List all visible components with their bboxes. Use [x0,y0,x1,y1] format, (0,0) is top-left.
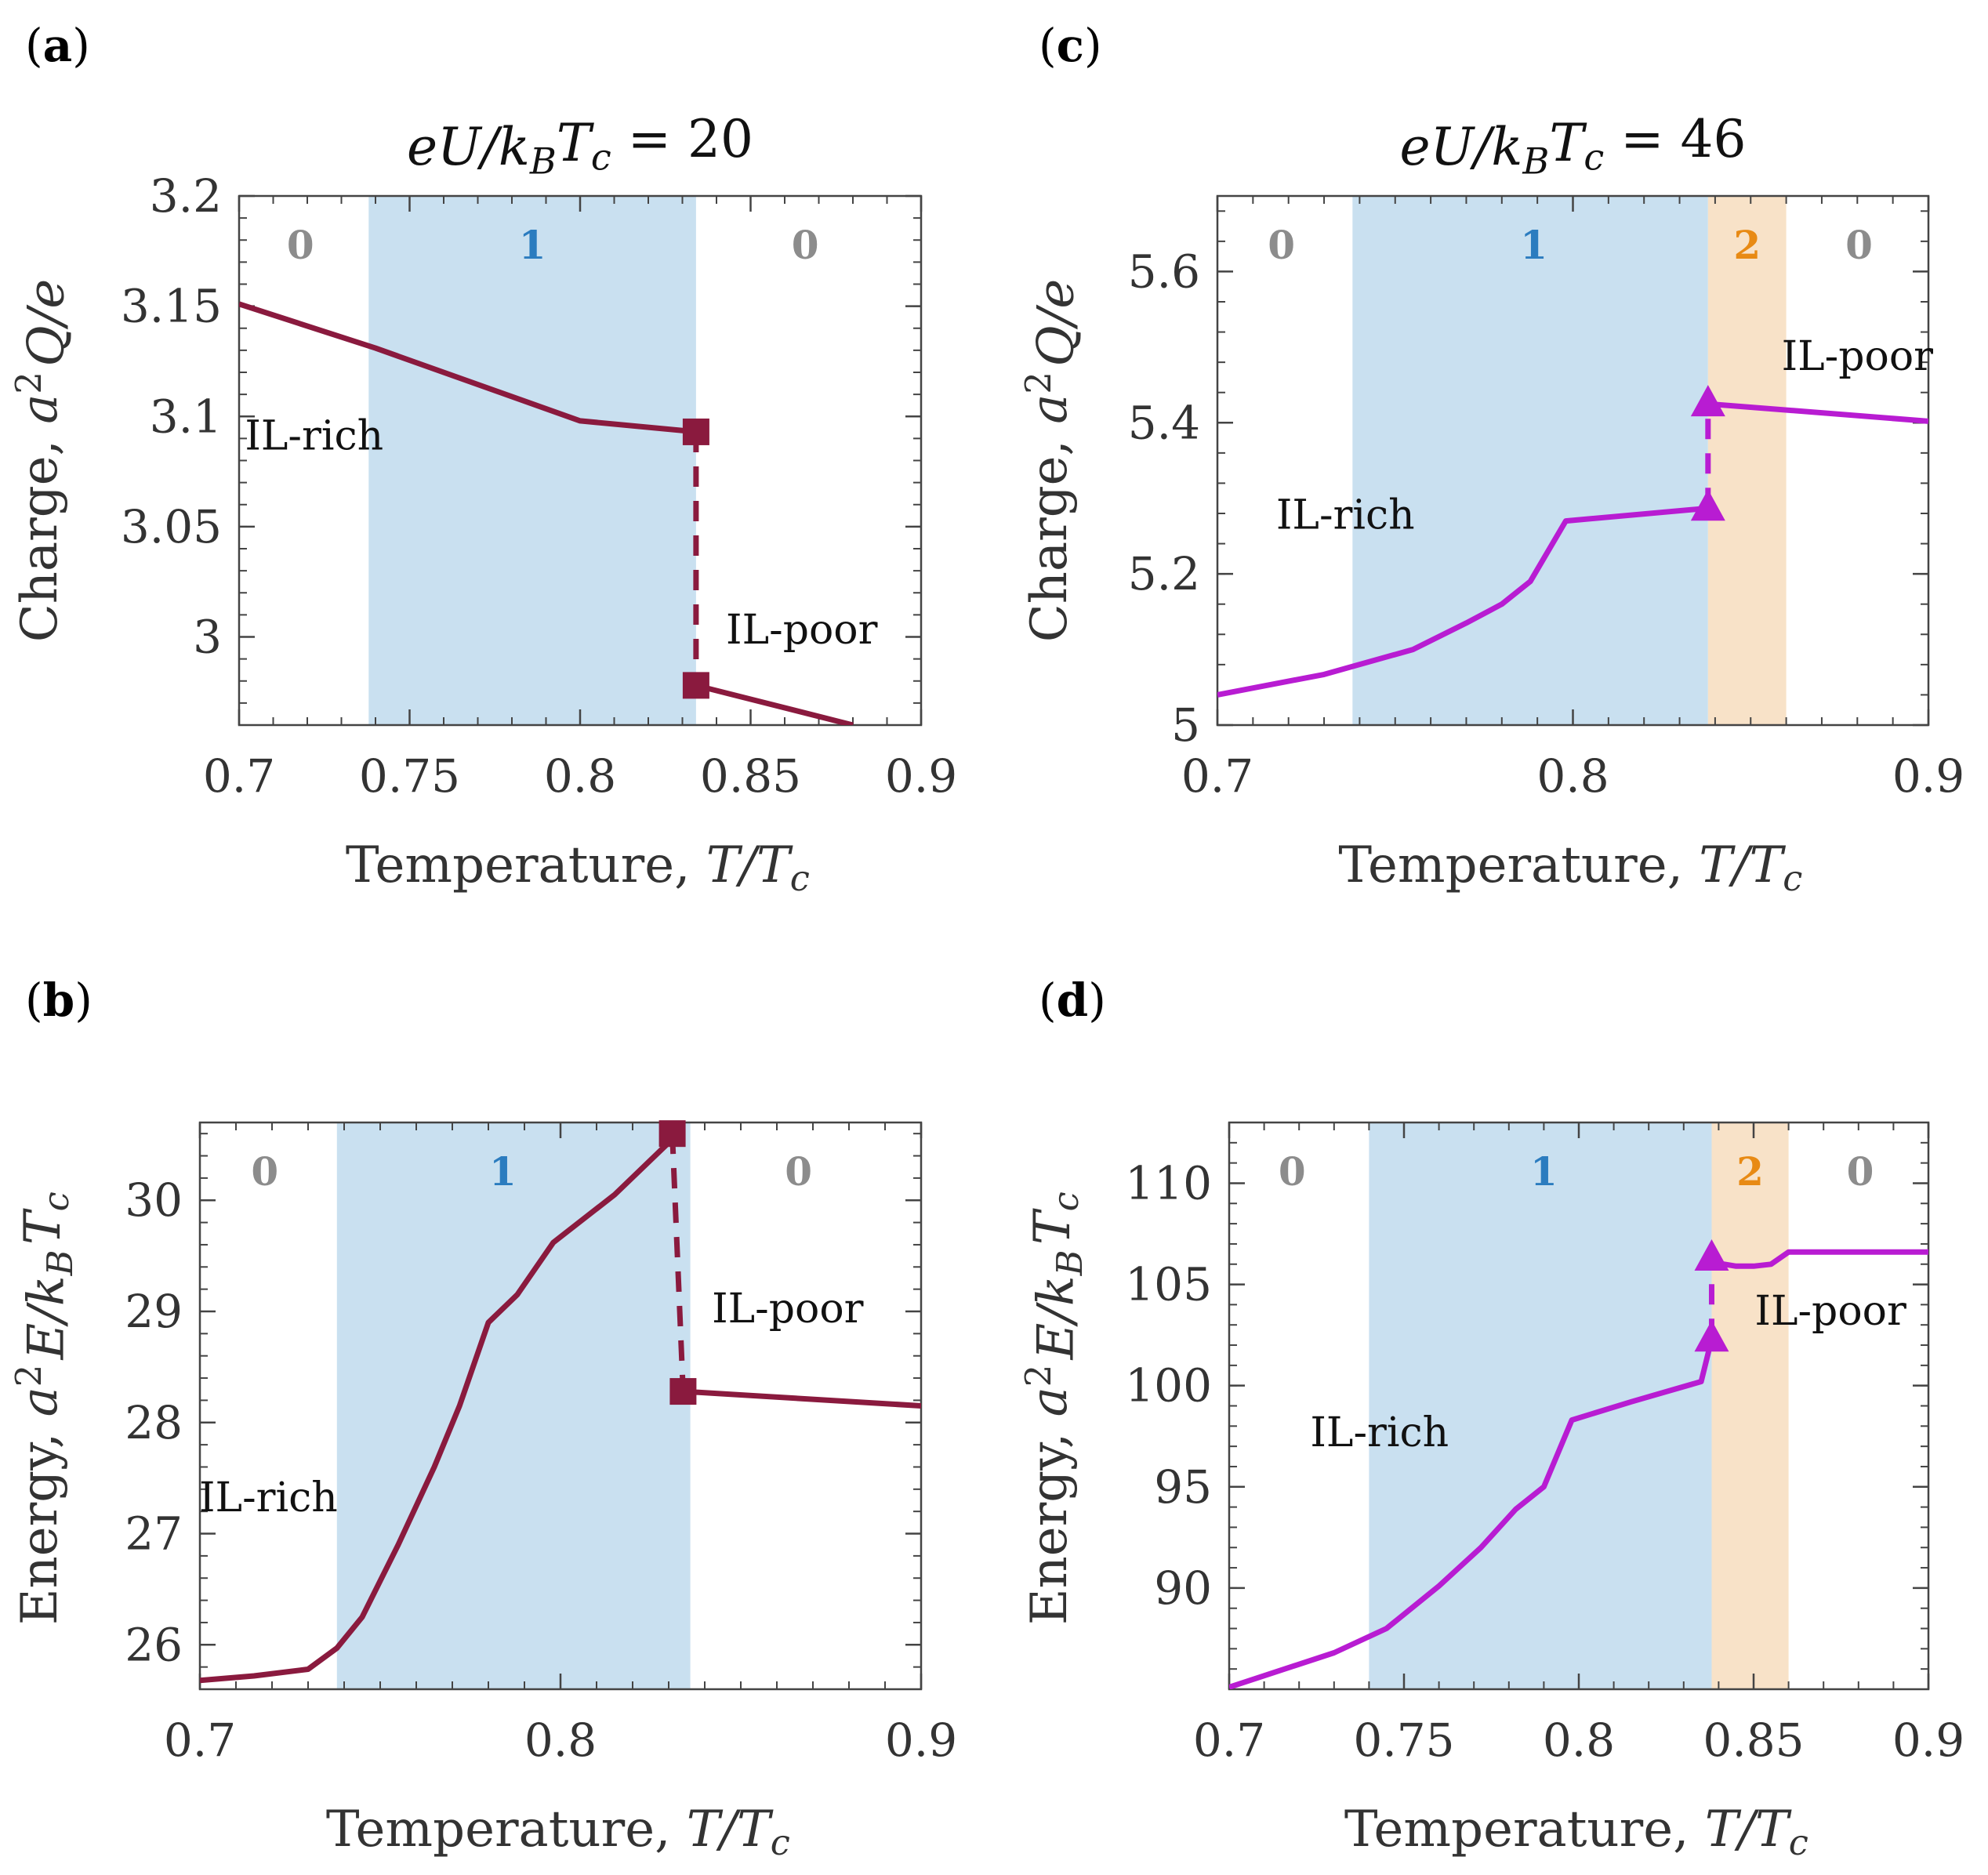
chart-title: eU/kBTc = 46 [1399,109,1746,182]
x-tick-label: 0.85 [1703,1714,1804,1767]
region-shade-1 [368,196,696,725]
y-axis-label: Charge, a2 Q/e [8,279,76,642]
transition-marker [1690,489,1725,521]
y-tick-label: 105 [1125,1258,1212,1311]
region-shade-1 [336,1122,691,1689]
region-label: 1 [489,1148,517,1195]
transition-marker [669,1378,697,1405]
region-label: 2 [1733,222,1761,268]
annotation-il-poor: IL-poor [1782,333,1934,380]
panel-c: (c) eU/kBTc = 46 0 1 2 0 0.7 0.8 0.9 5 5.2 5.4 5.6 Te… [1018,19,1964,899]
region-label: 0 [792,222,819,268]
transition-marker [1694,1239,1729,1271]
panel-label: (a) [25,19,90,72]
panel-b: (b) 0 1 0 0.7 0.8 0.9 26 27 28 29 30 Temperature, T/… [8,974,957,1863]
x-tick-label: 0.7 [164,1714,236,1767]
region-label: 0 [251,1148,278,1195]
y-tick-label: 100 [1125,1359,1212,1413]
region-label: 0 [1847,1148,1874,1195]
chart-title: eU/kBTc = 20 [407,109,753,182]
series-line-il-rich [239,301,697,435]
region-shade-2 [1707,196,1787,725]
x-tick-label: 0.7 [1181,749,1253,803]
annotation-il-rich: IL-rich [245,412,383,459]
region-label: 1 [1520,222,1547,268]
y-tick-label: 5.6 [1128,245,1200,298]
y-tick-label: 3.05 [121,500,222,553]
transition-jump-line [669,1133,686,1392]
y-tick-label: 3.1 [150,390,222,443]
region-shade-2 [1711,1122,1789,1689]
region-label: 1 [1530,1148,1558,1195]
x-tick-label: 0.8 [1536,749,1609,803]
y-tick-label: 29 [125,1285,183,1338]
annotation-il-rich: IL-rich [1310,1409,1449,1456]
panel-label: (b) [25,974,93,1027]
y-tick-label: 3.15 [121,280,222,333]
transition-marker [682,418,709,445]
x-tick-label: 0.7 [1193,1714,1265,1767]
x-axis-label: Temperature, T/Tc [1338,832,1807,899]
x-tick-label: 0.8 [1543,1714,1615,1767]
y-tick-label: 3 [193,611,222,664]
x-tick-label: 0.85 [700,749,801,803]
region-label: 1 [519,222,546,268]
y-tick-label: 27 [125,1507,183,1561]
series-line-il-rich [1229,1338,1714,1689]
transition-marker [1690,385,1725,417]
series-line-il-poor [683,1388,921,1409]
region-label: 0 [785,1148,812,1195]
annotation-il-rich: IL-rich [199,1474,338,1521]
y-tick-label: 3.2 [150,169,222,223]
y-tick-label: 110 [1125,1156,1212,1210]
series-line-il-poor [1710,1249,1928,1269]
y-tick-label: 5.2 [1128,547,1200,600]
series-line-il-rich [200,1137,675,1684]
x-tick-label: 0.7 [203,749,275,803]
x-tick-label: 0.8 [544,749,616,803]
region-label: 0 [1845,222,1873,268]
y-tick-label: 5.4 [1128,396,1200,449]
x-tick-label: 0.75 [1353,1714,1454,1767]
y-tick-label: 28 [125,1396,183,1449]
region-label: 0 [1268,222,1295,268]
annotation-il-poor: IL-poor [726,607,878,654]
x-tick-label: 0.8 [524,1714,597,1767]
annotation-il-rich: IL-rich [1276,491,1415,539]
transition-marker [1694,1320,1729,1352]
series-line-il-poor [695,683,854,725]
transition-marker [682,672,709,699]
x-tick-label: 0.9 [1892,1714,1964,1767]
region-label: 2 [1736,1148,1764,1195]
region-label: 0 [287,222,314,268]
x-tick-label: 0.9 [885,1714,957,1767]
x-tick-label: 0.9 [1892,749,1964,803]
y-tick-label: 95 [1154,1460,1212,1514]
x-axis-label: Temperature, T/Tc [326,1797,795,1863]
x-tick-label: 0.9 [885,749,957,803]
x-axis-label: Temperature, T/Tc [346,832,814,899]
y-axis-label: Charge, a2 Q/e [1018,279,1086,642]
panel-label: (d) [1039,974,1106,1027]
region-shade-1 [1352,196,1708,725]
panel-label: (c) [1039,19,1102,72]
y-tick-label: 30 [125,1173,183,1227]
series-line-il-rich [1217,505,1709,698]
y-tick-label: 26 [125,1618,183,1671]
y-axis-label: Energy, a2 E/kB Tc [8,1187,81,1625]
panel-d: (d) 0 1 2 0 0.7 0.75 0.8 0.85 0.9 90 95 100 105 110 Tem… [1018,974,1964,1863]
transition-marker [658,1120,686,1148]
x-tick-label: 0.75 [359,749,460,803]
y-tick-label: 5 [1171,698,1200,752]
y-axis-label: Energy, a2 E/kB Tc [1018,1187,1090,1625]
annotation-il-poor: IL-poor [1754,1288,1906,1335]
panel-a: (a) eU/kBTc = 20 0 1 0 0.7 0.75 0.8 0.85 0.9 3 3.05… [8,19,957,899]
x-axis-label: Temperature, T/Tc [1344,1797,1813,1863]
region-label: 0 [1279,1148,1306,1195]
y-tick-label: 90 [1154,1561,1212,1615]
annotation-il-poor: IL-poor [712,1286,864,1333]
series-line-il-poor [1707,401,1928,424]
